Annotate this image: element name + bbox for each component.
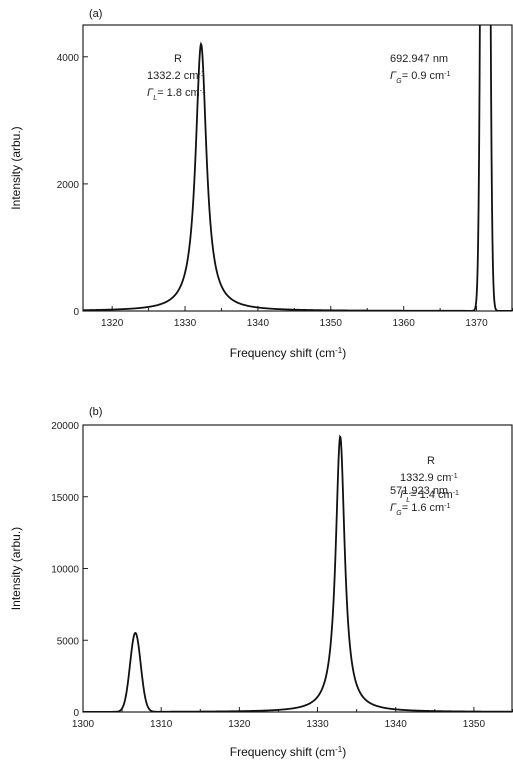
annotation-line: ΓL= 1.4 cm-1 [400,489,459,504]
x-tick-label: 1330 [306,719,329,730]
y-tick-label: 0 [73,708,79,719]
x-tick-label: 1320 [101,318,124,329]
spectrum-line [83,434,513,712]
x-axis-title: Frequency shift (cm-1) [230,346,347,361]
annotation-line: ΓG= 0.9 cm-1 [390,70,451,85]
y-tick-label: 15000 [51,493,79,504]
x-tick-label: 1300 [72,719,95,730]
plot-frame [82,424,513,713]
chart-panel-a: 1320 1330 1340 1350 1360 1370 0 2000 4000 (a) Freq… [9,8,513,361]
annotation-line: ΓG= 1.6 cm-1 [390,502,451,517]
x-tick-label: 1310 [150,719,173,730]
annotation-line: 571.923 nm [390,485,448,497]
panel-label: (b) [89,406,102,418]
annotation-line: R [427,455,435,467]
peak-annotation: 692.947 nm ΓG= 0.9 cm-1 [390,53,451,85]
y-axis-title: Intensity (arbu.) [9,527,23,610]
annotation-line: ΓL= 1.8 cm-1 [147,87,206,102]
annotation-line: R [174,53,182,65]
y-tick-label: 2000 [57,180,80,191]
annotation-line: 1332.9 cm-1 [400,472,458,484]
x-tick-label: 1320 [228,719,251,730]
x-tick-label: 1350 [463,719,486,730]
peak-annotation: 571.923 nm ΓG= 1.6 cm-1 [390,485,451,517]
x-tick-label: 1340 [247,318,270,329]
plot-frame [82,24,513,312]
x-tick-label: 1340 [385,719,408,730]
annotation-line: 692.947 nm [390,53,448,65]
y-tick-label: 0 [73,307,79,318]
y-tick-label: 5000 [57,636,80,647]
y-tick-label: 4000 [57,53,80,64]
peak-annotation: R 1332.9 cm-1 ΓL= 1.4 cm-1 [400,455,459,504]
chart-panel-b: 1300 1310 1320 1330 1340 1350 0 5000 10000 15000 2… [9,406,513,759]
x-tick-label: 1330 [174,318,197,329]
panel-label: (a) [89,8,102,20]
x-tick-label: 1360 [393,318,416,329]
x-tick-label: 1370 [465,318,488,329]
spectrum-line [83,25,513,311]
peak-annotation: R 1332.2 cm-1 ΓL= 1.8 cm-1 [147,53,206,102]
x-axis-title: Frequency shift (cm-1) [230,745,347,760]
x-tick-label: 1350 [320,318,343,329]
y-axis-title: Intensity (arbu.) [9,126,23,209]
y-tick-label: 10000 [51,565,79,576]
annotation-line: 1332.2 cm-1 [147,70,205,82]
y-tick-label: 20000 [51,421,79,432]
